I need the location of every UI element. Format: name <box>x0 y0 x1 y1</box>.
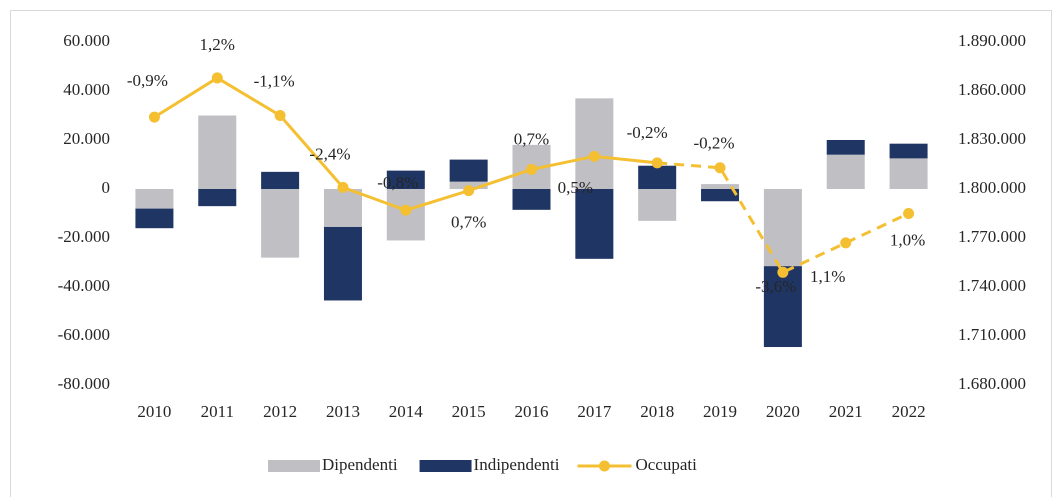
bar <box>512 189 551 210</box>
data-label: 0,7% <box>514 129 549 148</box>
x-tick-label: 2017 <box>577 402 612 421</box>
bar <box>261 189 300 258</box>
x-tick-label: 2019 <box>703 402 737 421</box>
bar <box>826 154 865 189</box>
x-tick-label: 2010 <box>137 402 171 421</box>
legend-swatch <box>598 460 610 472</box>
x-tick-label: 2013 <box>326 402 360 421</box>
x-tick-label: 2018 <box>640 402 674 421</box>
line <box>657 161 910 275</box>
y2-tick-label: 1.740.000 <box>958 276 1026 295</box>
data-label: -0,2% <box>693 134 734 153</box>
x-tick-label: 2014 <box>389 402 424 421</box>
y-tick-label: 0 <box>102 178 111 197</box>
bar <box>575 189 614 259</box>
data-label: 0,7% <box>451 213 486 232</box>
data-label: 1,2% <box>200 35 235 54</box>
bar <box>449 159 488 182</box>
data-label: 1,1% <box>810 267 845 286</box>
legend-swatch <box>268 460 320 472</box>
bar <box>323 226 362 301</box>
y2-tick-label: 1.860.000 <box>958 80 1026 99</box>
marker <box>651 157 663 169</box>
bar <box>701 189 740 202</box>
marker <box>274 110 286 121</box>
marker <box>211 72 223 84</box>
y-tick-label: -60.000 <box>58 325 110 344</box>
x-tick-label: 2016 <box>515 402 549 421</box>
chart-border <box>10 10 1052 497</box>
y-tick-label: 40.000 <box>63 80 110 99</box>
marker <box>400 204 412 216</box>
legend-label: Dipendenti <box>322 455 398 474</box>
y2-tick-label: 1.890.000 <box>958 31 1026 50</box>
bar <box>701 184 740 189</box>
y-tick-label: -40.000 <box>58 276 110 295</box>
x-tick-label: 2022 <box>892 402 926 421</box>
marker <box>714 162 726 174</box>
y2-tick-label: 1.830.000 <box>958 129 1026 148</box>
legend-swatch <box>419 460 472 472</box>
bar <box>261 171 300 189</box>
data-label: -3,6% <box>755 277 796 296</box>
bar <box>826 140 865 155</box>
data-label: -0,9% <box>127 71 168 90</box>
y2-tick-label: 1.680.000 <box>958 374 1026 393</box>
bar <box>323 189 362 227</box>
data-label: -0,8% <box>377 173 418 192</box>
data-label: -0,2% <box>627 123 668 142</box>
bar <box>638 189 677 221</box>
x-tick-label: 2011 <box>201 402 234 421</box>
marker <box>337 181 349 193</box>
y2-tick-label: 1.770.000 <box>958 227 1026 246</box>
legend-label: Occupati <box>635 455 697 474</box>
y2-tick-label: 1.800.000 <box>958 178 1026 197</box>
bar <box>135 208 174 229</box>
y-tick-label: 20.000 <box>63 129 110 148</box>
bar <box>763 189 802 267</box>
legend-label: Indipendenti <box>474 455 560 474</box>
bar <box>575 98 614 189</box>
marker <box>777 266 789 278</box>
y-tick-label: -80.000 <box>58 374 110 393</box>
bar <box>889 143 928 159</box>
data-label: -2,4% <box>309 144 350 163</box>
marker <box>526 163 537 175</box>
data-label: -1,1% <box>254 71 295 90</box>
bar <box>763 266 802 348</box>
marker <box>148 111 160 123</box>
bar <box>638 165 677 189</box>
marker <box>903 208 915 219</box>
marker <box>463 185 475 197</box>
bar <box>198 115 237 189</box>
x-tick-label: 2015 <box>452 402 486 421</box>
bar <box>889 158 928 189</box>
x-tick-label: 2012 <box>263 402 297 421</box>
data-label: 0,5% <box>558 178 593 197</box>
marker <box>840 237 852 249</box>
bar <box>386 170 425 189</box>
marker <box>588 150 600 162</box>
x-tick-label: 2021 <box>829 402 863 421</box>
y2-tick-label: 1.710.000 <box>958 325 1026 344</box>
data-label: 1,0% <box>890 230 925 249</box>
bar <box>135 189 174 209</box>
bar <box>198 189 237 207</box>
x-tick-label: 2020 <box>766 402 800 421</box>
y-tick-label: -20.000 <box>58 227 110 246</box>
y-tick-label: 60.000 <box>63 31 110 50</box>
